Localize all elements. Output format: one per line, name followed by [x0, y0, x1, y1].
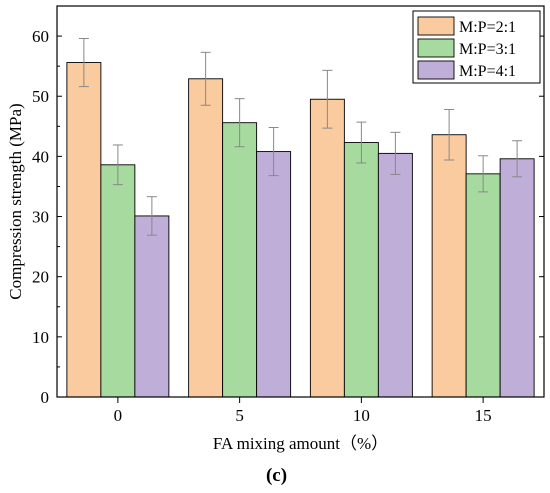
bar	[499, 158, 535, 398]
x-tick-label: 10	[353, 406, 370, 425]
bar	[222, 122, 258, 398]
bar	[188, 78, 224, 398]
legend-swatch	[417, 60, 455, 80]
bar	[309, 98, 345, 398]
y-tick-label: 50	[32, 87, 49, 106]
y-tick-label: 0	[41, 388, 50, 407]
y-tick-label: 40	[32, 147, 49, 166]
bar	[343, 142, 379, 398]
legend-swatch	[417, 38, 455, 58]
bar	[377, 152, 413, 398]
legend: M:P=2:1 M:P=3:1 M:P=4:1	[412, 10, 541, 84]
error-bars-layer	[78, 37, 523, 236]
y-tick-label: 60	[32, 27, 49, 46]
x-axis-label: FA mixing amount（%）	[213, 434, 388, 453]
y-axis: 0 10 20 30 40 50 60	[32, 27, 544, 407]
bar	[66, 62, 102, 398]
y-axis-label: Compression strength (MPa)	[6, 103, 25, 299]
legend-label: M:P=4:1	[459, 63, 516, 80]
bar	[256, 151, 292, 398]
legend-label: M:P=2:1	[459, 19, 516, 36]
bar	[100, 164, 136, 398]
x-tick-label: 0	[114, 406, 123, 425]
x-axis: 0 5 10 15	[114, 397, 492, 425]
y-tick-label: 10	[32, 328, 49, 347]
bar	[465, 173, 501, 398]
bar	[134, 215, 170, 398]
bar	[431, 134, 467, 398]
x-tick-label: 15	[475, 406, 492, 425]
y-tick-label: 20	[32, 268, 49, 287]
y-tick-label: 30	[32, 208, 49, 227]
x-tick-label: 5	[235, 406, 244, 425]
bars-layer	[66, 62, 535, 398]
legend-swatch	[417, 16, 455, 36]
subfigure-label: (c)	[266, 465, 287, 486]
legend-label: M:P=3:1	[459, 41, 516, 58]
plot-frame	[56, 5, 545, 398]
